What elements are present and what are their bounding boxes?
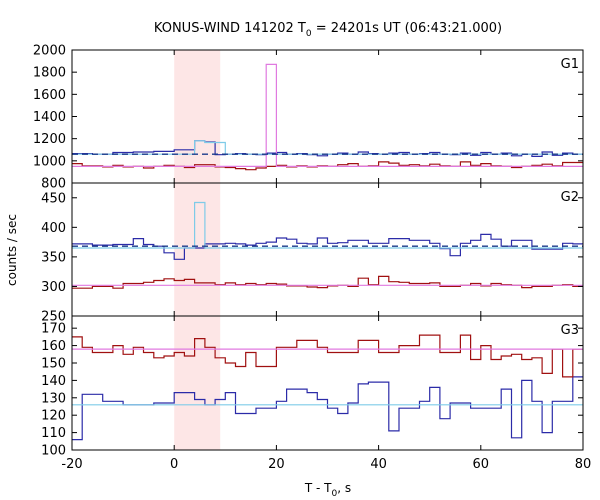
y-tick-label: 250 — [41, 310, 66, 325]
chart-title: KONUS-WIND 141202 T0 = 24201s UT (06:43:… — [154, 21, 502, 39]
y-tick-label: 800 — [41, 177, 66, 192]
series-light-blue-g2 — [72, 201, 583, 249]
panel-frame — [71, 315, 584, 451]
y-tick-label: 120 — [41, 409, 66, 424]
series-dark-blue-g3 — [72, 376, 583, 441]
y-tick-label: 100 — [41, 444, 66, 459]
y-tick-label: 160 — [41, 339, 66, 354]
y-tick-label: 350 — [41, 250, 66, 265]
y-tick-label: 140 — [41, 374, 66, 389]
y-tick-label: 130 — [41, 391, 66, 406]
x-axis-label: T - T0, s — [304, 481, 351, 499]
panel-g3: 100 110 120 130 140 150 160 170 G3 — [41, 315, 584, 459]
x-tick-label: -20 — [61, 457, 82, 472]
panel-frame — [71, 49, 584, 184]
series-pink-g1 — [72, 63, 583, 167]
panel-g1: 800 1000 1200 1400 1600 1800 2000 G1 — [33, 44, 584, 192]
x-tick-label: 20 — [268, 457, 285, 472]
x-tick-label: 60 — [473, 457, 490, 472]
y-tick-label: 150 — [41, 356, 66, 371]
panel-frame — [71, 182, 584, 317]
plot-layer: 800100012001400160018002000G125030035040… — [33, 44, 591, 473]
y-tick-label: 1800 — [33, 66, 66, 81]
x-tick-label: 0 — [170, 457, 178, 472]
panel-g2: 250 300 350 400 450 G2 — [41, 182, 584, 325]
y-tick-label: 1400 — [33, 110, 66, 125]
y-tick-label: 450 — [41, 191, 66, 206]
y-tick-label: 110 — [41, 426, 66, 441]
y-tick-label: 1600 — [33, 88, 66, 103]
series-dark-red-g3 — [72, 334, 583, 378]
y-tick-label: 2000 — [33, 44, 66, 59]
y-axis-label: counts / sec — [5, 214, 19, 286]
highlight-interval — [174, 50, 221, 450]
x-tick-label: 80 — [575, 457, 592, 472]
x-tick-label: 40 — [370, 457, 387, 472]
panel-label: G3 — [561, 323, 579, 338]
series-dark-red-g2 — [72, 275, 583, 289]
y-tick-label: 1000 — [33, 154, 66, 169]
y-tick-label: 400 — [41, 221, 66, 236]
y-tick-label: 1200 — [33, 132, 66, 147]
panel-label: G2 — [561, 190, 579, 205]
y-tick-label: 300 — [41, 280, 66, 295]
panel-label: G1 — [561, 57, 579, 72]
series-dark-blue-g2 — [72, 233, 583, 260]
y-tick-label: 170 — [41, 322, 66, 337]
